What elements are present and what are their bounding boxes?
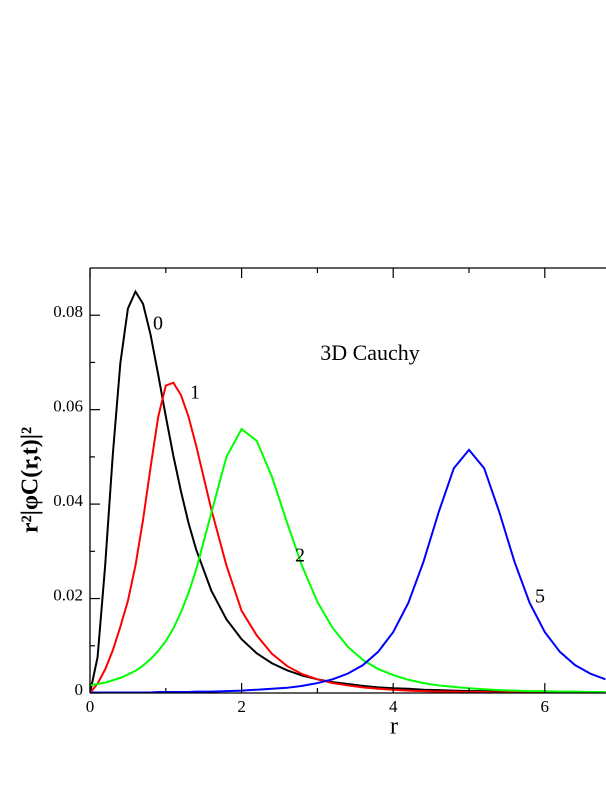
annotation: 3D Cauchy <box>320 340 420 365</box>
annotation: 0 <box>153 313 163 335</box>
y-tick-label: 0.08 <box>53 302 83 321</box>
y-tick-label: 0 <box>75 680 84 699</box>
y-tick-label: 0.04 <box>53 491 83 510</box>
x-tick-label: 6 <box>541 697 550 716</box>
annotation: 5 <box>535 586 545 608</box>
x-axis-label: r <box>390 714 398 740</box>
series-line <box>90 427 606 694</box>
annotation: 2 <box>295 545 305 567</box>
annotation: 1 <box>190 382 200 404</box>
x-tick-label: 2 <box>237 697 246 716</box>
series-line <box>90 448 606 694</box>
y-axis-label: r²|φC(r,t)|² <box>18 427 44 533</box>
x-tick-label: 4 <box>389 697 398 716</box>
x-tick-label: 0 <box>86 697 95 716</box>
y-tick-label: 0.06 <box>53 397 83 416</box>
y-tick-label: 0.02 <box>53 585 83 604</box>
